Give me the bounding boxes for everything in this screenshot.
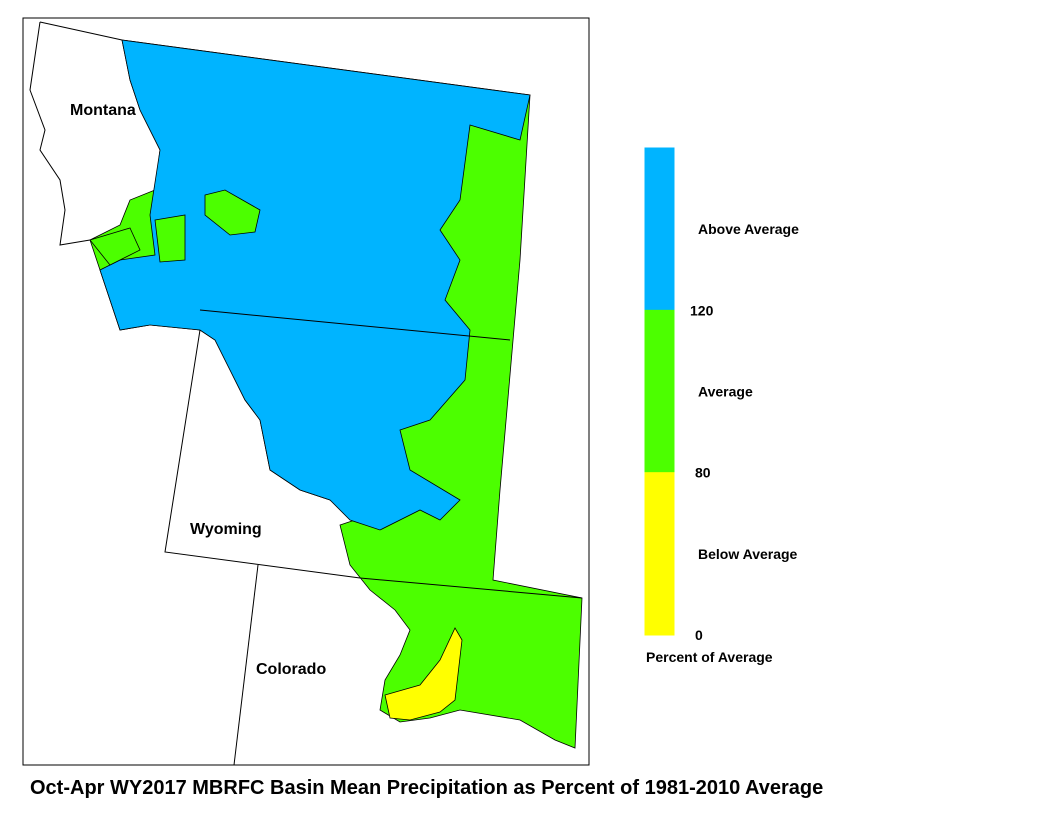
legend-tick-label: 80 — [695, 465, 711, 481]
state-label: Colorado — [256, 661, 326, 678]
state-border — [199, 309, 511, 341]
state-border — [233, 564, 259, 766]
legend-swatch — [644, 309, 675, 474]
map — [29, 21, 583, 766]
legend: Above Average Average Below Average 120 80 0 — [644, 147, 799, 643]
legend-swatch — [644, 147, 675, 311]
legend-tick-label: 120 — [690, 302, 714, 318]
legend-label: Above Average — [698, 221, 799, 237]
basin-region — [89, 227, 141, 266]
state-border — [164, 329, 361, 579]
legend-tick-label: 0 — [695, 627, 703, 643]
state-border — [29, 21, 91, 246]
map-title: Oct-Apr WY2017 MBRFC Basin Mean Precipit… — [30, 777, 823, 799]
state-border — [359, 577, 583, 599]
state-label: Wyoming — [190, 521, 262, 538]
legend-label: Average — [698, 384, 753, 400]
legend-caption: Percent of Average — [646, 649, 773, 665]
basin-region — [154, 214, 186, 263]
basin-region — [384, 627, 463, 721]
legend-swatch — [644, 472, 675, 636]
state-border — [39, 21, 123, 41]
basin-region — [204, 189, 261, 236]
legend-label: Below Average — [698, 546, 798, 562]
state-label: Montana — [70, 102, 136, 119]
